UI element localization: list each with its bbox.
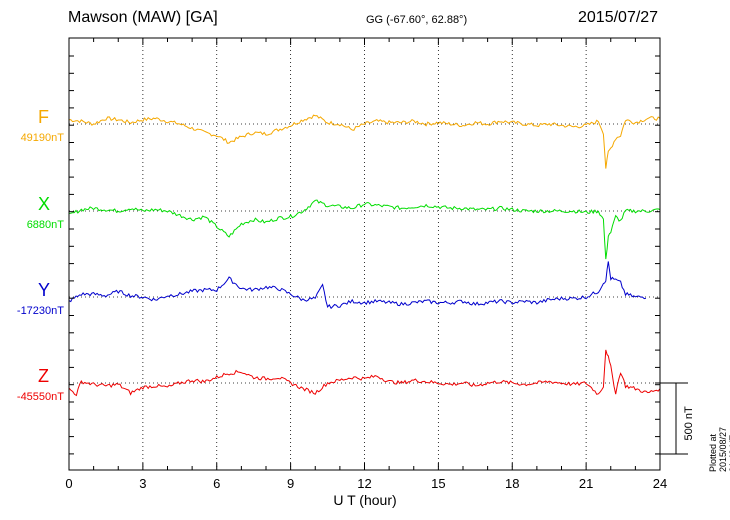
series-line-X: [68, 199, 661, 260]
station-title: Mawson (MAW) [GA]: [68, 9, 218, 26]
series-line-Y: [68, 261, 646, 310]
x-tick-label-6: 6: [213, 476, 221, 491]
series-lines: [68, 114, 661, 397]
scale-bar-label: 500 nT: [683, 406, 695, 441]
x-axis-label: U T (hour): [333, 492, 397, 508]
x-tick-label-12: 12: [357, 476, 372, 491]
series-baseline-Y: -17230nT: [16, 305, 64, 317]
series-label-Z: Z: [38, 366, 49, 386]
scale-bar: 500 nT: [655, 382, 695, 455]
x-tick-label-24: 24: [652, 476, 668, 491]
series-baseline-Z: -45550nT: [16, 391, 64, 403]
series-line-F: [68, 114, 661, 169]
x-tick-label-15: 15: [431, 476, 446, 491]
series-label-Y: Y: [38, 280, 51, 300]
plot-date: 2015/07/27: [578, 9, 659, 26]
series-baseline-F: 49190nT: [20, 132, 64, 144]
series-line-Z: [68, 349, 661, 397]
x-tick-label-9: 9: [287, 476, 295, 491]
station-coordinates: GG (-67.60°, 62.88°): [366, 14, 468, 26]
axis-ticks: [68, 38, 661, 470]
x-tick-label-0: 0: [65, 476, 73, 491]
series-label-X: X: [38, 194, 51, 214]
series-label-F: F: [38, 107, 49, 127]
x-tick-label-3: 3: [139, 476, 147, 491]
x-tick-label-18: 18: [505, 476, 520, 491]
series-baseline-X: 6880nT: [26, 219, 64, 231]
x-tick-label-21: 21: [578, 476, 594, 491]
grid-lines: [142, 38, 587, 470]
plot-timestamp-note: Plotted at 2015/08/27 01:40 UT: [708, 426, 730, 472]
